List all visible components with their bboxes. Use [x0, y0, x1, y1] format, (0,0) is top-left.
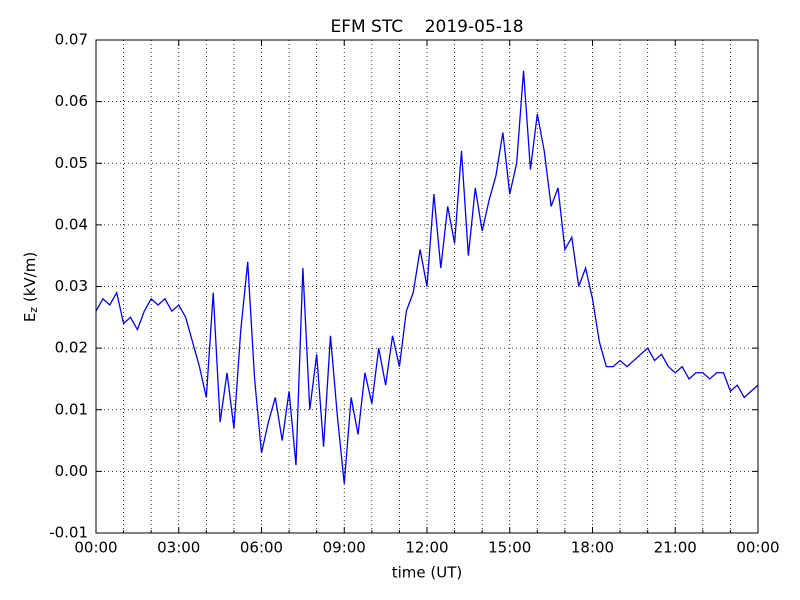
y-tick-label: 0.04: [55, 215, 88, 233]
y-tick-label: 0.00: [55, 462, 88, 480]
x-tick-label: 09:00: [323, 539, 366, 557]
chart-title: EFM STC 2019-05-18: [330, 17, 523, 37]
x-tick-label: 06:00: [240, 539, 283, 557]
x-tick-label: 00:00: [74, 539, 117, 557]
y-tick-label: 0.02: [55, 339, 88, 357]
x-tick-label: 03:00: [157, 539, 200, 557]
y-tick-label: 0.07: [55, 31, 88, 49]
x-tick-label: 12:00: [405, 539, 448, 557]
data-line: [95, 70, 759, 484]
x-axis-label: time (UT): [392, 564, 463, 582]
y-label-unit: (kV/m): [21, 252, 39, 307]
y-tick-label: 0.01: [55, 400, 88, 418]
y-tick-label: 0.06: [55, 92, 88, 110]
y-tick-label: 0.05: [55, 154, 88, 172]
y-tick-label: 0.03: [55, 277, 88, 295]
x-tick-label: 18:00: [571, 539, 614, 557]
x-tick-label: 00:00: [736, 539, 779, 557]
y-tick-label: -0.01: [49, 524, 88, 542]
plot-frame: [95, 39, 759, 534]
y-axis-label: Ez (kV/m): [21, 252, 41, 322]
x-tick-label: 21:00: [654, 539, 697, 557]
y-label-main: E: [21, 313, 39, 322]
y-label-sub: z: [27, 307, 40, 313]
x-tick-label: 15:00: [488, 539, 531, 557]
